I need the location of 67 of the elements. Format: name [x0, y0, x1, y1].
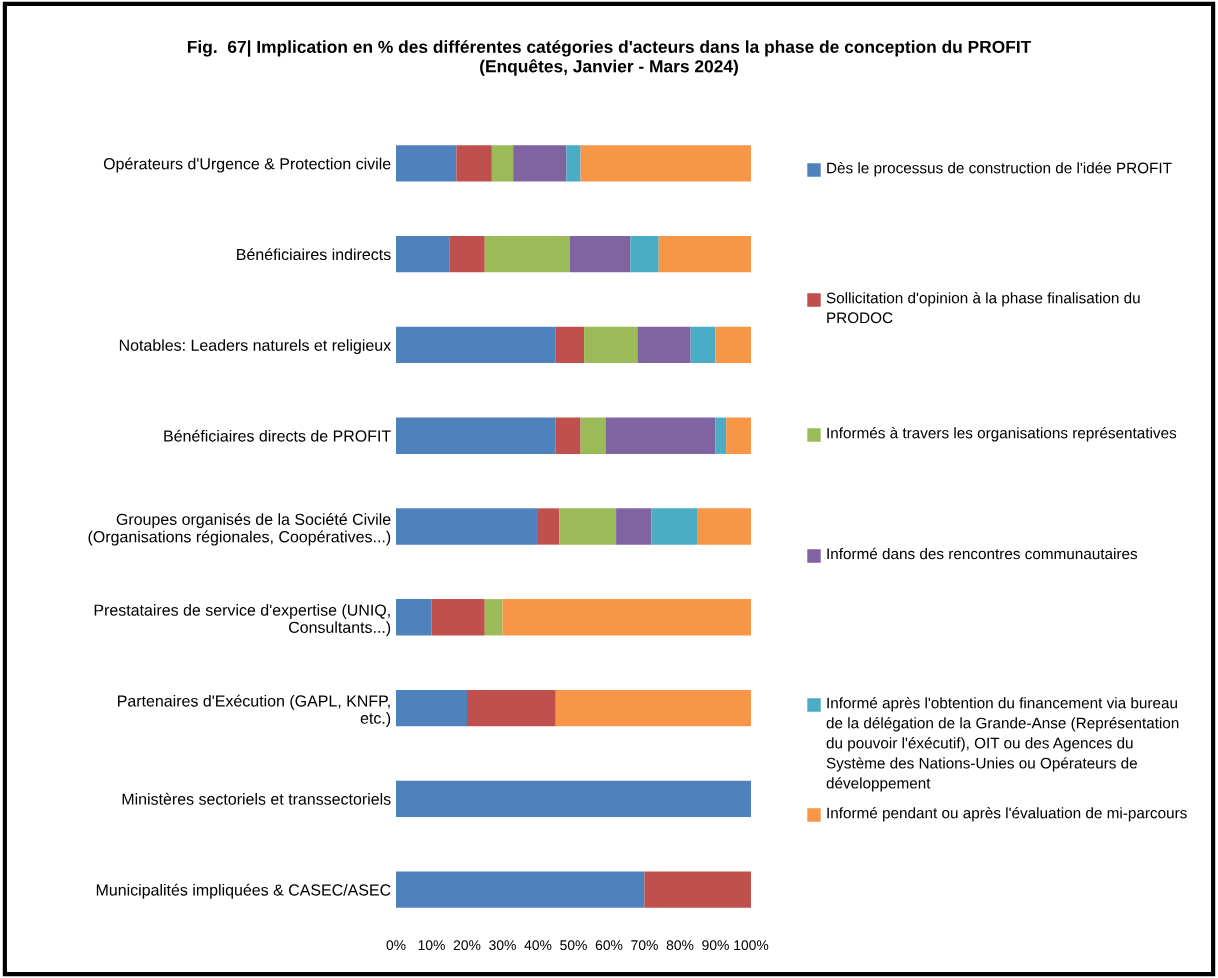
x-tick-label: 80%	[666, 940, 694, 951]
bar	[566, 145, 581, 182]
bar	[431, 599, 485, 636]
bar	[658, 236, 751, 273]
bar	[630, 236, 659, 273]
bar	[569, 236, 631, 273]
bar	[396, 689, 467, 727]
legend-label: Sollicitation d'opinion à la phase finalisation du PRODOC	[826, 292, 1140, 324]
bar	[715, 326, 751, 364]
y-tick-label: Municipalités impliquées & CASEC/ASEC	[96, 883, 391, 899]
bar	[726, 417, 751, 454]
x-tick-label: 100%	[734, 940, 769, 951]
x-tick-label: 0%	[386, 940, 406, 951]
bar	[484, 599, 503, 636]
x-tick-label: 30%	[489, 940, 516, 951]
bar	[605, 417, 716, 454]
y-tick-label: Partenaires d'Exécution (GAPL, KNFP, etc.)	[118, 694, 391, 727]
legend-label: Dès le processus de construction de l'idée PROFIT	[827, 162, 1172, 177]
bar	[584, 326, 638, 364]
bar	[513, 145, 567, 182]
bar	[616, 508, 652, 545]
bar	[396, 780, 751, 817]
bar	[502, 599, 751, 636]
x-tick-label: 90%	[702, 940, 729, 951]
bar	[449, 236, 485, 273]
bar	[580, 145, 751, 182]
bar	[396, 236, 450, 273]
legend-label: Informé pendant ou après l'évaluation de mi-parcours	[827, 807, 1187, 822]
legend-label: Informé dans des rencontres communautaires	[827, 547, 1138, 560]
y-tick-label: Bénéficiaires directs de PROFIT	[164, 429, 391, 442]
bar	[538, 508, 560, 545]
chart-title: Fig. 67| Implication en % des différentes catégories d'acteurs dans la phase de conception du PROFIT (Enquêtes, Janvier - Mars 2024)	[187, 40, 1032, 76]
legend-label: Informés à travers les organisations représentatives	[827, 427, 1177, 442]
bar	[396, 508, 538, 545]
bar	[637, 326, 691, 364]
bar	[456, 145, 492, 182]
bar	[396, 326, 556, 364]
legend-label: Informé après l'obtention du financement via bureau de la délégation de la Grande-Anse (Représentation du pouvoir l'éxécutif), OIT ou des Agences du Système des Nations-Unies ou Opérateurs de développement	[826, 697, 1179, 792]
bar	[467, 689, 556, 727]
y-tick-label: Bénéficiaires indirects	[237, 248, 391, 261]
x-tick-label: 70%	[631, 940, 658, 951]
x-tick-label: 50%	[560, 940, 587, 951]
bar	[491, 145, 514, 182]
bar	[580, 417, 606, 454]
bar	[690, 326, 716, 364]
x-tick-label: 10%	[418, 940, 445, 951]
y-tick-label: Opérateurs d'Urgence & Protection civile	[103, 157, 391, 173]
bar	[651, 508, 698, 545]
y-tick-label: Prestataires de service d'expertise (UNIQ, Consultants...)	[94, 604, 391, 637]
bar	[396, 871, 645, 908]
bar	[396, 599, 432, 636]
bar	[697, 508, 751, 545]
y-tick-label: Ministères sectoriels et transsectoriels	[122, 792, 391, 805]
bar	[555, 689, 751, 727]
bar	[715, 417, 727, 454]
bar	[555, 417, 581, 454]
bar	[559, 508, 617, 545]
bar	[396, 145, 457, 182]
y-tick-label: Notables: Leaders naturels et religieux	[119, 339, 391, 355]
x-tick-label: 20%	[453, 940, 481, 951]
bar	[555, 326, 585, 364]
bar	[644, 871, 751, 908]
bar	[484, 236, 570, 273]
x-tick-label: 40%	[524, 940, 552, 951]
bar	[396, 417, 556, 454]
y-tick-label: Groupes organisés de la Société Civile (Organisations régionales, Coopératives...)	[88, 513, 391, 546]
x-tick-label: 60%	[595, 940, 623, 951]
